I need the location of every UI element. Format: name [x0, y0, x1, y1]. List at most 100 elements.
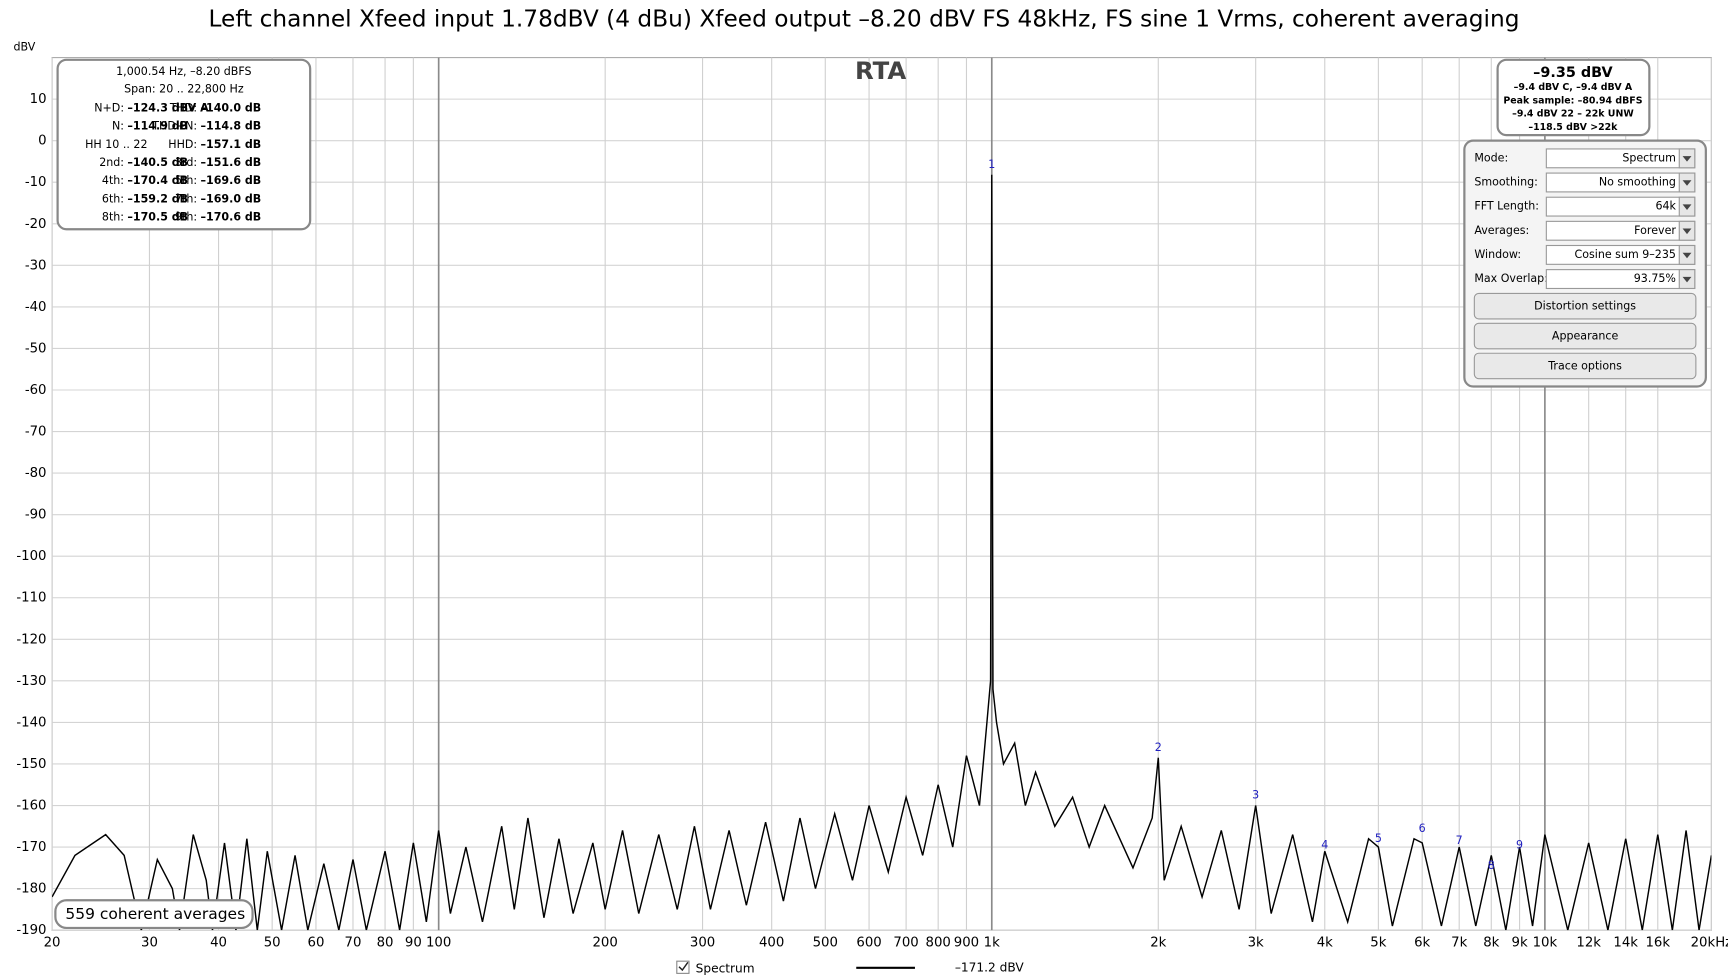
harmonic-marker: 5: [1375, 832, 1382, 845]
measurement-label: 7th:: [175, 192, 197, 205]
y-tick-label: -130: [16, 674, 46, 689]
y-tick-label: -190: [16, 923, 46, 938]
dropdown-value: No smoothing: [1599, 175, 1676, 188]
x-tick-label: 3k: [1248, 935, 1264, 950]
dropdown-value: 64k: [1655, 200, 1676, 213]
spectrum-line: [52, 174, 1712, 931]
harmonic-marker: 2: [1155, 741, 1162, 754]
measurement-label: 6th:: [102, 192, 124, 205]
x-tick-label: 20kHz: [1691, 935, 1728, 950]
y-tick-label: -10: [25, 175, 47, 190]
measurement-value: –169.6 dB: [200, 174, 261, 187]
x-tick-label: 60: [308, 935, 325, 950]
measurement-value: –140.0 dB: [200, 102, 261, 115]
harmonic-marker: 8: [1488, 859, 1495, 872]
x-tick-label: 900: [954, 935, 979, 950]
x-tick-label: 20: [44, 935, 61, 950]
measurement-value: –151.6 dB: [200, 156, 261, 169]
y-tick-label: -60: [25, 383, 47, 398]
measurement-value: –140.5 dB: [127, 156, 188, 169]
control-label: Max Overlap:: [1474, 272, 1548, 285]
measurement-label: THD+N:: [151, 120, 197, 133]
measurement-value: –170.6 dB: [200, 210, 261, 223]
measurement-label: 2nd:: [99, 156, 124, 169]
y-tick-label: -70: [25, 425, 47, 440]
x-tick-label: 80: [377, 935, 394, 950]
y-tick-label: 0: [38, 134, 46, 149]
x-tick-label: 8k: [1483, 935, 1499, 950]
y-tick-label: -140: [16, 715, 46, 730]
x-tick-label: 2k: [1150, 935, 1166, 950]
control-label: FFT Length:: [1474, 200, 1539, 213]
button-label: Trace options: [1547, 360, 1622, 373]
y-unit: dBV: [13, 41, 35, 54]
measurement-header: 1,000.54 Hz, –8.20 dBFS: [116, 65, 251, 78]
dropdown-arrow: [1682, 180, 1692, 186]
measurement-label: 3rd:: [175, 156, 197, 169]
button[interactable]: [1473, 292, 1697, 320]
chart-title: Left channel Xfeed input 1.78dBV (4 dBu)…: [208, 5, 1519, 32]
y-tick-label: -170: [16, 840, 46, 855]
harmonic-marker: 6: [1419, 822, 1426, 835]
measurement-label: 9th:: [175, 210, 197, 223]
x-tick-label: 200: [592, 935, 617, 950]
measurement-value: –114.9 dB: [127, 120, 188, 133]
measurement-label: 4th:: [102, 174, 124, 187]
dropdown-arrow: [1682, 276, 1692, 283]
x-tick-label: 50: [264, 935, 281, 950]
measurement-value: –157.1 dB: [200, 138, 261, 151]
measurement-label: N+D:: [94, 102, 124, 115]
measurement-label: HH 10 .. 22: [85, 138, 147, 151]
harmonic-marker: 7: [1456, 834, 1463, 847]
y-tick-label: 10: [30, 92, 47, 107]
x-tick-label: 14k: [1613, 935, 1638, 950]
level-detail: –118.5 dBV >22k: [1528, 122, 1618, 133]
x-tick-label: 90: [405, 935, 422, 950]
x-tick-label: 40: [210, 935, 227, 950]
x-tick-label: 1k: [984, 935, 1000, 950]
measurement-header: Span: 20 .. 22,800 Hz: [124, 83, 244, 96]
measurement-label: HHD:: [168, 138, 197, 151]
measurement-label: N:: [112, 120, 124, 133]
measurement-box: [56, 58, 312, 231]
dropdown-value: Forever: [1634, 224, 1676, 237]
dropdown-value: Spectrum: [1622, 151, 1676, 164]
y-tick-label: -120: [16, 632, 46, 647]
x-tick-label: 300: [690, 935, 715, 950]
control-label: Window:: [1474, 248, 1521, 261]
y-tick-label: -50: [25, 341, 47, 356]
control-label: Mode:: [1474, 151, 1508, 164]
y-tick-label: -180: [16, 882, 46, 897]
control-label: Averages:: [1474, 224, 1529, 237]
harmonic-marker: 1: [988, 158, 995, 171]
x-tick-label: 600: [856, 935, 881, 950]
button[interactable]: [1473, 352, 1697, 380]
measurement-value: –124.3 dBV A: [127, 102, 209, 115]
measurement-value: –170.4 dB: [127, 174, 188, 187]
level-detail: Peak sample: –80.94 dBFS: [1503, 95, 1642, 106]
measurement-value: –169.0 dB: [200, 192, 261, 205]
legend-readout: –171.2 dBV: [955, 960, 1025, 974]
harmonic-marker: 3: [1252, 789, 1259, 802]
x-tick-label: 100: [426, 935, 451, 950]
panel-title: RTA: [855, 56, 906, 85]
measurement-label: 8th:: [102, 210, 124, 223]
button[interactable]: [1473, 322, 1697, 350]
harmonic-marker: 4: [1321, 838, 1328, 851]
level-main: –9.35 dBV: [1533, 65, 1613, 81]
measurement-label: 5th:: [175, 174, 197, 187]
harmonic-marker: 9: [1516, 838, 1523, 851]
y-tick-label: -110: [16, 591, 46, 606]
averages-label: 559 coherent averages: [65, 905, 245, 923]
check-icon: [678, 961, 689, 972]
x-tick-label: 800: [925, 935, 950, 950]
dropdown-arrow: [1682, 204, 1692, 210]
x-tick-label: 30: [141, 935, 158, 950]
measurement-value: –170.5 dB: [127, 210, 188, 223]
dropdown-value: Cosine sum 9–235: [1575, 248, 1676, 261]
x-tick-label: 500: [813, 935, 838, 950]
y-tick-label: -40: [25, 300, 47, 315]
dropdown-value: 93.75%: [1634, 272, 1676, 285]
control-label: Smoothing:: [1474, 175, 1538, 188]
